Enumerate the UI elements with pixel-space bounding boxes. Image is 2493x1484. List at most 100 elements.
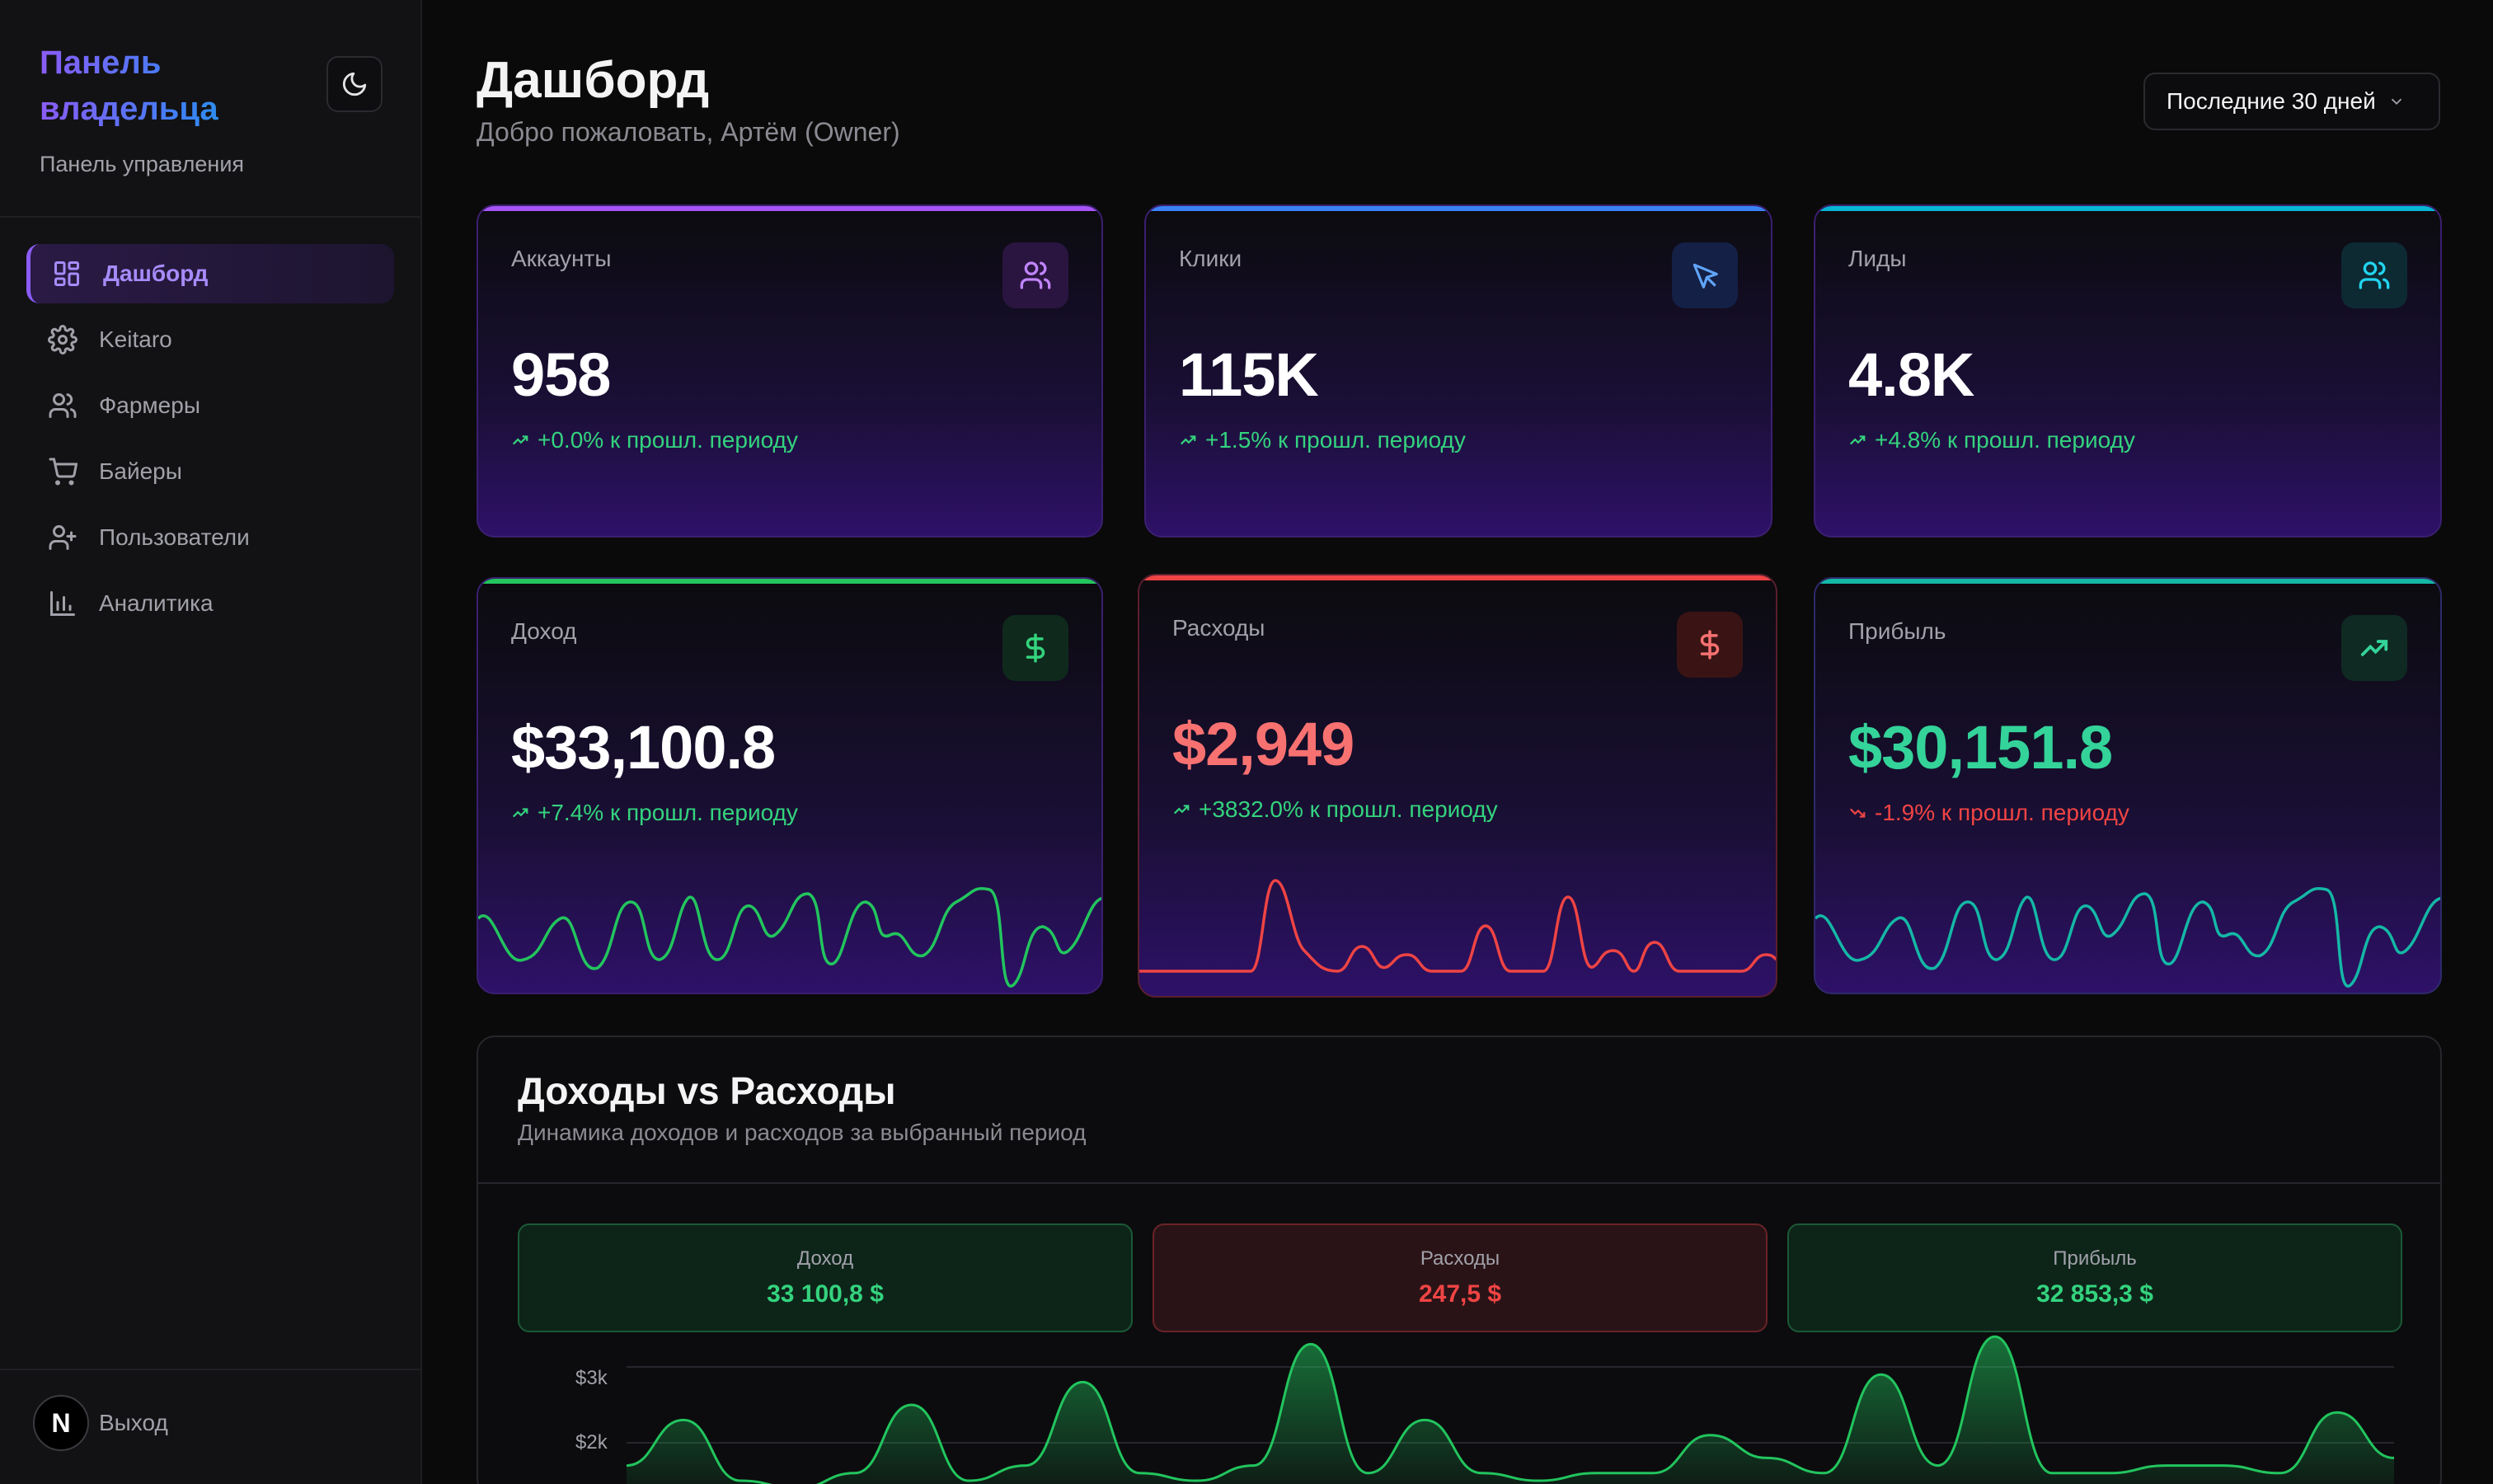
sidebar: Панель владельца Панель управления Дашбо… [0,0,422,1484]
sidebar-item-label: Keitaro [99,326,172,352]
users-icon [46,389,79,422]
stat-card-expenses: Расходы $2,949 +3832.0% к прошл. периоду [1138,574,1777,998]
moon-icon [342,72,367,96]
income-vs-expenses-panel: Доходы vs Расходы Динамика доходов и рас… [477,1036,2442,1484]
bar-chart-icon [46,587,79,620]
period-select[interactable]: Последние 30 дней [2143,73,2440,130]
sidebar-item-users[interactable]: Пользователи [26,508,394,567]
profit-sparkline [1815,887,2440,988]
card-trend-text: -1.9% к прошл. периоду [1875,800,2129,825]
trending-up-icon [2341,615,2407,681]
sidebar-nav: Дашборд Keitaro Фармеры Байеры Пользоват… [26,244,394,640]
income-area [627,1336,2394,1484]
sidebar-divider [0,216,420,218]
sidebar-item-label: Фармеры [99,392,200,418]
summary-profit: Прибыль 32 853,3 $ [1787,1223,2402,1332]
trend-up-icon [1173,805,1190,815]
card-label: Аккаунты [511,246,612,271]
sidebar-item-label: Байеры [99,458,182,484]
stat-card-clicks: Клики 115K +1.5% к прошл. периоду [1144,204,1772,538]
sidebar-item-keitaro[interactable]: Keitaro [26,310,394,369]
page-title: Дашборд [477,52,710,109]
card-value: 4.8K [1848,340,1974,409]
trend-up-icon [512,435,528,445]
trend-up-icon [1180,435,1196,445]
card-trend: -1.9% к прошл. периоду [1848,800,2129,826]
card-accent-bar [1146,206,1771,211]
summary-label: Доход [796,1247,854,1270]
logout-label: Выход [99,1410,168,1435]
card-trend: +1.5% к прошл. периоду [1179,427,1466,453]
card-label: Клики [1179,246,1242,271]
summary-value: 32 853,3 $ [2036,1280,2153,1308]
panel-subtitle: Динамика доходов и расходов за выбранный… [518,1120,1087,1145]
sidebar-item-label: Пользователи [99,524,250,550]
card-accent-bar [1815,579,2440,584]
logout-button[interactable]: N Выход [33,1395,168,1451]
expenses-sparkline [1139,879,1776,973]
card-value: $33,100.8 [511,713,776,782]
card-label: Лиды [1848,246,1907,271]
gear-icon [46,323,79,356]
sidebar-divider-bottom [0,1369,420,1370]
card-trend-text: +0.0% к прошл. периоду [538,427,798,453]
card-accent-bar [478,206,1101,211]
trend-down-icon [1849,808,1866,818]
dollar-icon [1677,612,1743,678]
income-sparkline [478,887,1101,988]
users-icon [1002,242,1068,308]
card-label: Прибыль [1848,618,1946,644]
stat-card-profit: Прибыль $30,151.8 -1.9% к прошл. периоду [1814,577,2442,994]
sidebar-item-label: Дашборд [103,261,209,286]
y-tick-label: $3k [575,1367,608,1389]
users-icon [2341,242,2407,308]
sidebar-item-buyers[interactable]: Байеры [26,442,394,501]
sidebar-item-farmers[interactable]: Фармеры [26,376,394,435]
theme-toggle-button[interactable] [326,56,383,112]
brand: Панель владельца Панель управления [40,40,312,177]
card-trend: +7.4% к прошл. периоду [511,800,798,826]
cursor-icon [1672,242,1738,308]
summary-value: 247,5 $ [1418,1280,1502,1308]
trend-up-icon [512,808,528,818]
brand-title-line1: Панель [40,40,312,86]
cart-icon [46,455,79,488]
card-trend-text: +3832.0% к прошл. периоду [1199,796,1498,822]
card-label: Расходы [1172,615,1265,641]
brand-title-line2: владельца [40,86,312,132]
summary-income: Доход 33 100,8 $ [518,1223,1133,1332]
card-trend: +3832.0% к прошл. периоду [1172,796,1498,823]
dollar-icon [1002,615,1068,681]
summary-value: 33 100,8 $ [767,1280,884,1308]
card-value: 115K [1179,340,1319,409]
card-accent-bar [1815,206,2440,211]
card-value: $30,151.8 [1848,713,2113,782]
card-trend-text: +7.4% к прошл. периоду [538,800,798,825]
summary-label: Прибыль [2053,1247,2137,1270]
income-line [626,1335,2395,1484]
card-trend-text: +4.8% к прошл. периоду [1875,427,2135,453]
sidebar-item-label: Аналитика [99,590,214,616]
user-plus-icon [46,521,79,554]
card-value: 958 [511,340,611,409]
sidebar-item-dashboard[interactable]: Дашборд [26,244,394,303]
avatar: N [33,1395,89,1451]
period-select-value: Последние 30 дней [2167,88,2376,114]
stat-card-accounts: Аккаунты 958 +0.0% к прошл. периоду [477,204,1103,538]
card-value: $2,949 [1172,710,1354,778]
y-tick-label: $2k [575,1431,608,1453]
brand-subtitle: Панель управления [40,152,245,176]
panel-divider [478,1182,2440,1184]
page-subtitle: Добро пожаловать, Артём (Owner) [477,117,900,147]
summary-label: Расходы [1420,1247,1500,1270]
card-accent-bar [478,579,1101,584]
card-accent-bar [1139,575,1776,580]
card-trend: +4.8% к прошл. периоду [1848,427,2135,453]
card-trend-text: +1.5% к прошл. периоду [1205,427,1466,453]
stat-card-leads: Лиды 4.8K +4.8% к прошл. периоду [1814,204,2442,538]
sidebar-item-analytics[interactable]: Аналитика [26,574,394,633]
card-trend: +0.0% к прошл. периоду [511,427,798,453]
income-area-chart [626,1335,2395,1484]
dashboard-grid-icon [50,257,83,290]
panel-title: Доходы vs Расходы [518,1069,896,1112]
